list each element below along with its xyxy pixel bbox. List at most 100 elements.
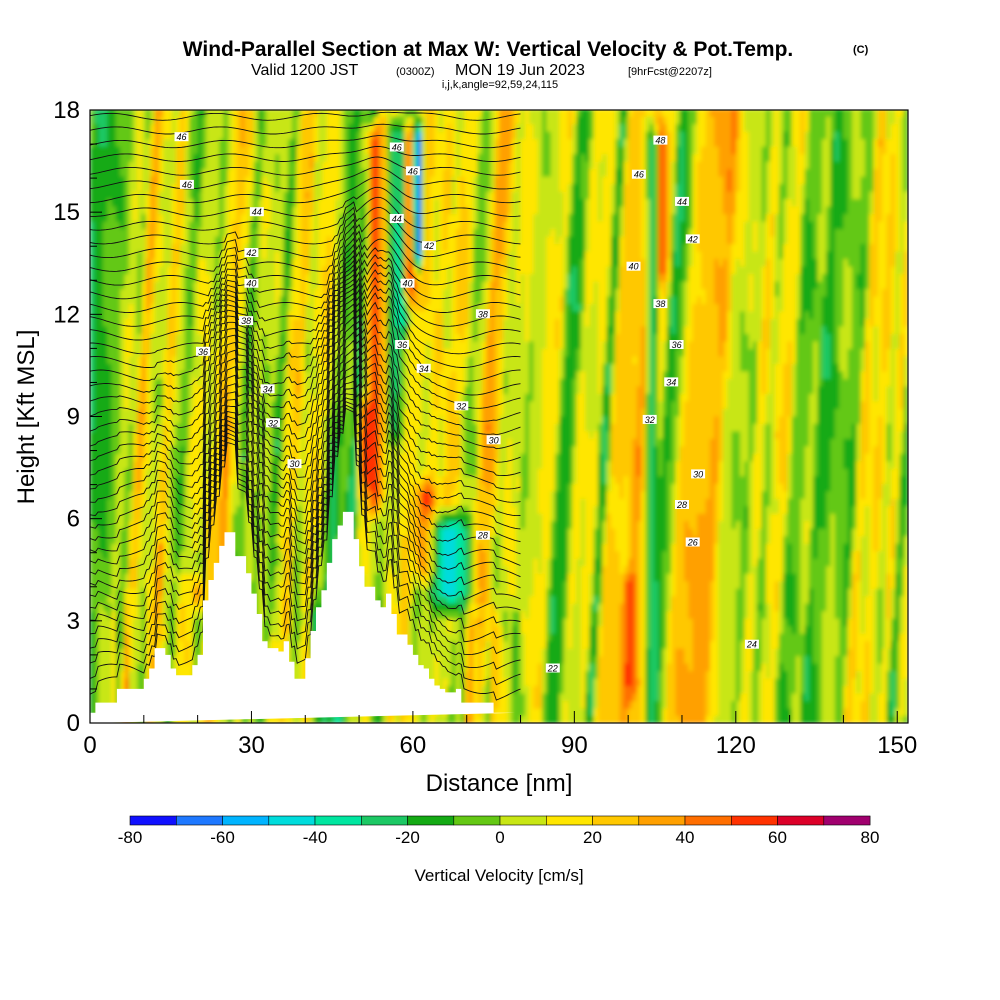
velocity-cell [107,116,113,125]
velocity-cell [90,708,95,717]
velocity-cell [120,633,126,642]
velocity-cell [137,460,143,469]
velocity-cell [137,340,143,349]
velocity-cell [296,318,302,327]
velocity-cell [111,236,117,245]
velocity-cell [210,153,216,162]
velocity-cell [133,228,138,237]
velocity-cell [98,355,104,364]
velocity-cell [90,161,95,170]
velocity-cell [309,161,315,170]
velocity-cell [253,355,259,364]
velocity-cell [120,138,126,147]
velocity-cell [176,295,182,305]
velocity-cell [102,408,108,417]
velocity-cell [275,168,281,177]
velocity-cell [124,333,130,342]
velocity-cell [240,468,246,477]
velocity-cell [133,468,138,477]
velocity-cell [197,528,203,537]
velocity-cell [219,191,225,200]
velocity-cell [189,558,194,567]
velocity-cell [232,280,237,290]
velocity-cell [232,176,237,185]
velocity-cell [283,318,289,327]
velocity-cell [115,618,121,627]
velocity-cell [189,288,194,297]
velocity-cell [257,378,263,387]
velocity-cell [102,168,108,177]
velocity-cell [262,265,268,275]
velocity-cell [176,191,182,200]
velocity-cell [150,400,156,409]
velocity-cell [133,280,138,290]
velocity-cell [300,348,306,357]
velocity-cell [288,355,293,364]
velocity-cell [257,498,263,507]
velocity-cell [154,453,160,462]
velocity-cell [348,438,354,447]
velocity-cell [288,221,293,230]
velocity-cell [318,221,324,230]
velocity-cell [189,513,194,522]
velocity-cell [292,273,298,282]
velocity-cell [180,498,186,507]
velocity-cell [90,460,95,469]
velocity-cell [201,116,207,125]
velocity-cell [266,423,272,432]
velocity-cell [120,498,126,507]
velocity-cell [107,198,113,207]
velocity-cell [197,280,203,290]
velocity-cell [331,183,336,192]
velocity-cell [300,236,306,245]
velocity-cell [90,355,95,364]
velocity-cell [279,535,285,544]
velocity-cell [219,146,225,155]
velocity-cell [305,325,311,334]
velocity-cell [257,295,263,305]
velocity-cell [94,303,100,312]
velocity-cell [115,310,121,320]
velocity-cell [244,153,250,162]
velocity-cell [102,468,108,477]
velocity-cell [262,280,268,290]
velocity-cell [214,221,220,230]
velocity-cell [300,265,306,275]
velocity-cell [158,131,164,140]
velocity-cell [107,543,113,552]
velocity-cell [193,460,199,469]
velocity-cell [193,475,199,484]
velocity-cell [150,468,156,477]
velocity-cell [163,325,169,334]
velocity-cell [163,198,169,207]
velocity-cell [184,663,190,672]
velocity-cell [283,520,289,529]
velocity-cell [171,588,177,597]
velocity-cell [279,310,285,320]
velocity-cell [305,116,311,125]
velocity-cell [292,340,298,349]
velocity-cell [283,453,289,462]
velocity-cell [305,490,311,499]
velocity-cell [180,588,186,597]
velocity-cell [253,333,259,342]
velocity-cell [176,138,182,147]
velocity-cell [193,648,199,657]
velocity-cell [257,513,263,522]
velocity-cell [141,505,147,514]
velocity-cell [266,221,272,230]
velocity-cell [98,183,104,192]
velocity-cell [137,498,143,507]
velocity-cell [232,468,237,477]
velocity-cell [236,243,242,252]
velocity-cell [249,176,255,185]
velocity-cell [219,325,225,334]
velocity-cell [210,550,216,559]
velocity-cell [283,213,289,222]
velocity-cell [167,505,173,514]
velocity-cell [270,550,276,559]
velocity-cell [176,490,182,499]
velocity-cell [145,138,151,147]
velocity-cell [107,310,113,320]
velocity-cell [115,258,121,267]
